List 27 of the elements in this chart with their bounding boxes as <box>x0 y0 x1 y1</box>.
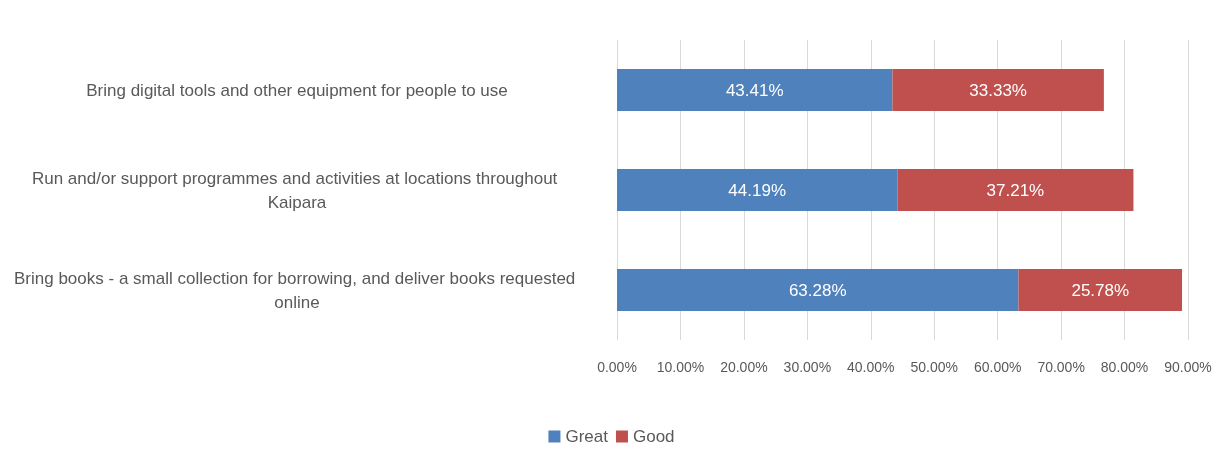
x-tick-label: 90.00% <box>1164 359 1212 375</box>
legend-label: Good <box>632 427 675 446</box>
x-tick-label: 0.00% <box>597 359 637 375</box>
x-tick-label: 30.00% <box>783 359 832 375</box>
bar <box>1018 269 1183 311</box>
x-tick-label: 10.00% <box>656 359 705 375</box>
bar <box>892 69 1104 111</box>
legend-label: Great <box>565 427 609 446</box>
x-tick-label: 20.00% <box>720 359 768 375</box>
data-label: 63.28% <box>788 280 847 300</box>
bar <box>617 69 893 111</box>
x-tick-label: 80.00% <box>1100 359 1149 375</box>
x-tick-label: 60.00% <box>973 359 1022 375</box>
y-tick-label: Bring digital tools and other equipment for people to use <box>86 80 508 100</box>
y-tick-label: Bring books - a small collection for borrowing, and deliver books requested online <box>13 268 581 312</box>
bar <box>617 169 898 211</box>
x-tick-label: 50.00% <box>910 359 958 375</box>
x-tick-label: 40.00% <box>847 359 895 375</box>
y-tick-label: Run and/or support programmes and activities at locations throughout Kaipara <box>31 168 563 212</box>
data-label: 33.33% <box>969 80 1027 100</box>
bar <box>897 169 1134 211</box>
x-tick-label: 70.00% <box>1037 359 1085 375</box>
data-label: 25.78% <box>1071 280 1130 300</box>
data-label: 43.41% <box>725 80 784 100</box>
data-label: 37.21% <box>986 180 1045 200</box>
data-label: 44.19% <box>728 180 787 200</box>
bar <box>617 269 1019 311</box>
